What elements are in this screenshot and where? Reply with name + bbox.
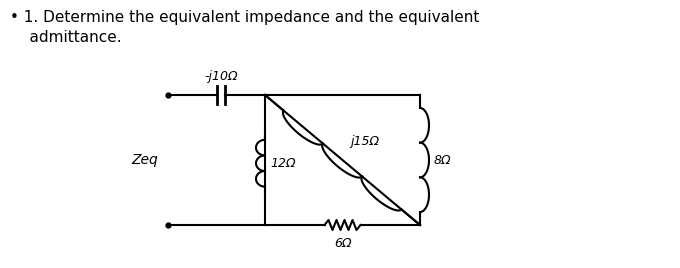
Text: 6Ω: 6Ω [334,237,352,250]
Text: 12Ω: 12Ω [270,157,296,170]
Text: Zeq: Zeq [131,153,158,167]
Text: -j10Ω: -j10Ω [204,70,238,83]
Text: 8Ω: 8Ω [434,154,452,166]
Text: admittance.: admittance. [10,30,122,45]
Text: j15Ω: j15Ω [350,136,379,148]
Text: • 1. Determine the equivalent impedance and the equivalent: • 1. Determine the equivalent impedance … [10,10,479,25]
